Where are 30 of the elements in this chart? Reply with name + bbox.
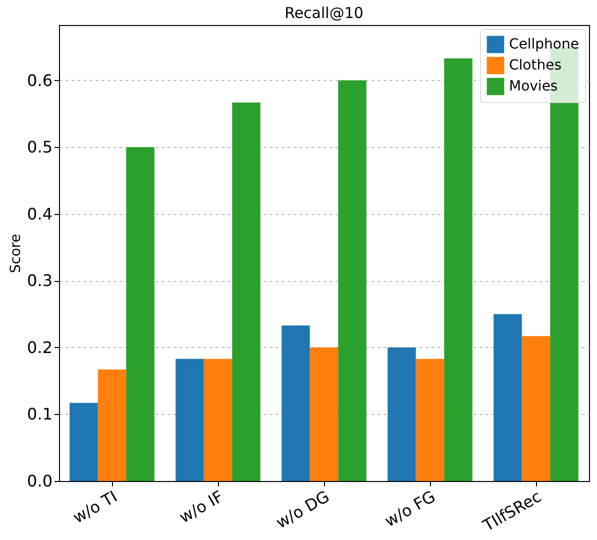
bar (126, 147, 154, 481)
bar (176, 358, 204, 481)
bar (204, 358, 232, 481)
bar (98, 370, 126, 481)
y-tick-label: 0.3 (27, 271, 52, 290)
bar (310, 347, 338, 481)
bar (282, 325, 310, 481)
x-tick-label: w/o FG (381, 486, 438, 531)
bar (70, 402, 98, 481)
bar (232, 102, 260, 481)
x-tick-label: w/o IF (176, 486, 226, 527)
y-tick-label: 0.5 (27, 138, 52, 157)
legend-label: Clothes (509, 58, 562, 74)
legend-label: Cellphone (509, 36, 579, 52)
bar (338, 80, 366, 481)
chart-title: Recall@10 (284, 4, 364, 22)
y-tick-label: 0.6 (27, 70, 52, 90)
bar (444, 58, 472, 481)
y-axis-title: Score (8, 234, 24, 274)
bar (388, 347, 416, 481)
y-tick-label: 0.0 (27, 472, 52, 490)
x-tick-label: w/o DG (272, 486, 332, 532)
bar (522, 336, 550, 481)
y-tick-label: 0.1 (27, 404, 52, 424)
bar (416, 358, 444, 481)
legend-label: Movies (509, 78, 558, 94)
y-tick-label: 0.4 (27, 204, 52, 224)
bar (494, 314, 522, 481)
x-tick-label: w/o TI (70, 486, 120, 528)
y-tick-label: 0.2 (27, 338, 52, 357)
